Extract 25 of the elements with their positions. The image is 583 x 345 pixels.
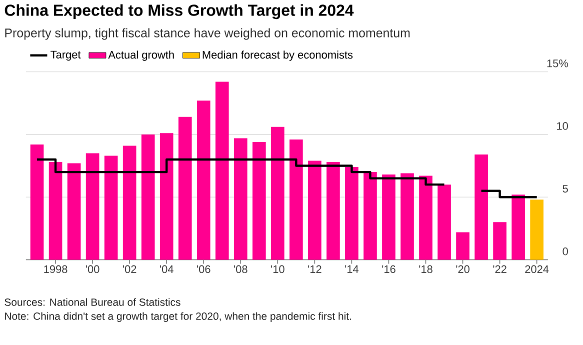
x-tick-label: '18	[419, 265, 432, 274]
x-tick-label: '16	[382, 265, 396, 274]
legend-label: Actual growth	[108, 50, 174, 61]
chart-title: China Expected to Miss Growth Target in 2024	[4, 4, 354, 20]
x-tick-label: '10	[271, 265, 284, 274]
legend-label: Target	[50, 50, 81, 61]
chart-subtitle: Property slump, tight fiscal stance have weighed on economic momentum	[5, 28, 410, 40]
x-tick-label: '14	[345, 265, 359, 273]
source-note: Sources: National Bureau of Statistics	[4, 298, 180, 306]
x-tick-label: '08	[234, 265, 248, 274]
x-tick-label: '22	[493, 265, 506, 273]
text: Note: China didn't set a growth target for 2020, when the pandemic first hit.	[5, 312, 351, 322]
x-tick-label: '00	[86, 265, 100, 274]
x-tick-label: '06	[197, 265, 210, 274]
x-tick-label: 1998	[44, 265, 68, 274]
legend-label: Median forecast by economists	[202, 50, 353, 61]
y-tick-label: 5	[562, 184, 568, 193]
y-tick-label: 10	[557, 122, 568, 130]
x-tick-label: '02	[123, 265, 136, 274]
x-tick-label: '12	[308, 265, 322, 273]
y-tick-label: 15%	[547, 60, 568, 68]
x-tick-label: '04	[160, 265, 174, 274]
x-tick-label: 2024	[525, 265, 549, 274]
y-tick-label: 0	[562, 248, 568, 256]
x-tick-label: '20	[456, 265, 470, 274]
